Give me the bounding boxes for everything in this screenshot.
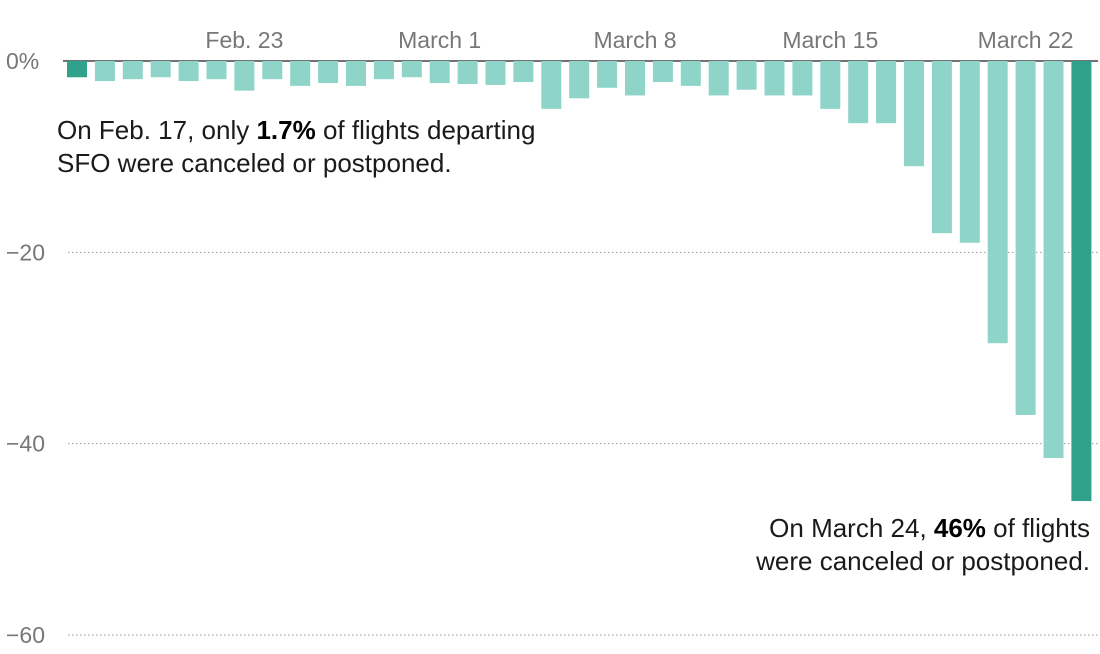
y-tick-label: 0% xyxy=(6,48,39,74)
bar xyxy=(401,61,422,78)
x-tick-label: Feb. 23 xyxy=(205,27,283,53)
annotation-value: 1.7% xyxy=(256,115,316,145)
bar xyxy=(1015,61,1036,415)
y-tick-label: −60 xyxy=(6,622,45,648)
y-tick-label: −40 xyxy=(6,431,45,457)
annotation-march-24: On March 24, 46% of flights were cancele… xyxy=(756,512,1090,578)
bar xyxy=(652,61,673,83)
bar xyxy=(904,61,924,167)
bar xyxy=(792,61,813,96)
bar xyxy=(1071,61,1092,502)
annotation-line-2: were canceled or postponed. xyxy=(756,546,1090,576)
bar xyxy=(820,61,841,109)
annotation-line-1: On March 24, 46% of flights xyxy=(756,512,1090,545)
bar xyxy=(959,61,980,243)
y-axis-ticks: 0% −20 −40 −60 xyxy=(6,48,45,648)
annotation-line-1: On Feb. 17, only 1.7% of flights departi… xyxy=(57,114,535,147)
annotation-line-2: SFO were canceled or postponed. xyxy=(57,148,452,178)
annotation-text: of flights xyxy=(985,513,1090,543)
bar xyxy=(262,61,283,80)
bar xyxy=(429,61,450,84)
bar xyxy=(876,61,897,124)
bar xyxy=(373,61,394,80)
bar xyxy=(206,61,227,80)
annotation-text: On Feb. 17, only xyxy=(57,115,257,145)
annotation-text: On March 24, xyxy=(769,513,934,543)
bar xyxy=(178,61,199,82)
bar xyxy=(513,61,534,83)
bar xyxy=(931,61,952,234)
bar xyxy=(1043,61,1064,459)
bar xyxy=(318,61,339,84)
annotation-feb-17: On Feb. 17, only 1.7% of flights departi… xyxy=(57,114,535,180)
bar xyxy=(541,61,562,109)
x-tick-label: March 15 xyxy=(782,27,878,53)
bar xyxy=(122,61,143,80)
bar xyxy=(625,61,645,96)
bar xyxy=(67,61,87,78)
bar xyxy=(569,61,590,99)
bar xyxy=(234,61,255,91)
x-axis-ticks: Feb. 23 March 1 March 8 March 15 March 22 xyxy=(205,27,1073,53)
bars xyxy=(67,61,1092,502)
bar xyxy=(848,61,869,124)
bar xyxy=(94,61,115,82)
x-tick-label: March 8 xyxy=(593,27,676,53)
bar xyxy=(708,61,729,96)
bar xyxy=(150,61,171,78)
annotation-value: 46% xyxy=(933,513,986,543)
annotation-text: of flights departing xyxy=(315,115,536,145)
x-tick-label: March 1 xyxy=(398,27,481,53)
bar xyxy=(346,61,366,86)
bar xyxy=(290,61,311,86)
bar xyxy=(485,61,506,85)
y-tick-label: −20 xyxy=(6,239,45,265)
bar xyxy=(987,61,1008,344)
bar xyxy=(680,61,701,86)
x-tick-label: March 22 xyxy=(978,27,1074,53)
bar xyxy=(736,61,757,90)
bar xyxy=(597,61,618,88)
bar xyxy=(457,61,478,84)
bar xyxy=(764,61,785,96)
